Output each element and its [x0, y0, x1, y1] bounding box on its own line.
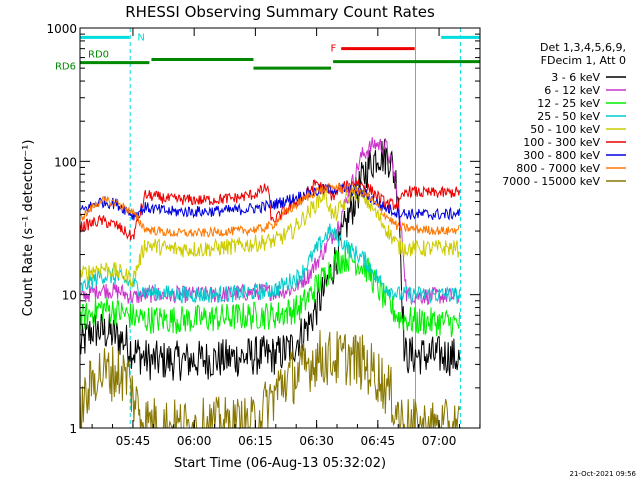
series-group: [79, 137, 461, 430]
legend-label-8: 7000 - 15000 keV: [502, 175, 600, 188]
x-tick-label-5: 07:00: [422, 434, 457, 448]
x-tick-label-4: 06:45: [361, 434, 396, 448]
legend: Det 1,3,4,5,6,9,FDecim 1, Att 0 3 - 6 keV…: [502, 41, 626, 188]
x-tick-label-1: 06:00: [177, 434, 212, 448]
series-line-4: [79, 184, 461, 287]
legend-label-5: 100 - 300 keV: [523, 136, 600, 149]
x-tick-label-3: 06:30: [299, 434, 334, 448]
x-tick-label-2: 06:15: [238, 434, 273, 448]
series-line-8: [79, 330, 461, 430]
annotation-label-3: RD6: [55, 62, 76, 73]
series-line-7: [79, 182, 461, 238]
series-line-5: [79, 179, 461, 241]
annotation-label-2: RD0: [88, 50, 109, 61]
series-line-6: [79, 182, 461, 221]
legend-label-0: 3 - 6 keV: [551, 71, 600, 84]
plot-frame: [79, 27, 481, 429]
y-axis-ticks: 1 10 100 1000: [46, 22, 480, 436]
series-line-3: [79, 223, 461, 305]
y-tick-label-2: 100: [54, 155, 77, 169]
legend-label-7: 800 - 7000 keV: [516, 162, 600, 175]
x-axis-ticks: 05:45 06:00 06:15 06:30 06:45 07:00: [91, 28, 481, 448]
series-line-2: [79, 244, 461, 338]
y-tick-label-0: 1: [69, 422, 77, 436]
legend-label-2: 12 - 25 keV: [537, 97, 600, 110]
legend-label-1: 6 - 12 keV: [544, 84, 600, 97]
y-tick-label-1: 10: [62, 289, 77, 303]
y-axis-label: Count Rate (s⁻¹ detector⁻¹): [21, 140, 36, 317]
legend-label-3: 25 - 50 keV: [537, 110, 600, 123]
chart-title: RHESSI Observing Summary Count Rates: [125, 3, 435, 21]
annotation-label-1: F: [330, 44, 336, 55]
annotation-bars: N F RD0 RD6: [55, 32, 480, 73]
legend-label-4: 50 - 100 keV: [530, 123, 600, 136]
y-tick-label-3: 1000: [46, 22, 77, 36]
legend-header-1: FDecim 1, Att 0: [541, 54, 626, 67]
annotation-label-0: N: [137, 32, 144, 43]
x-tick-label-0: 05:45: [116, 434, 151, 448]
legend-header-0: Det 1,3,4,5,6,9,: [540, 41, 626, 54]
x-axis-label: Start Time (06-Aug-13 05:32:02): [174, 456, 386, 471]
legend-label-6: 300 - 800 keV: [523, 149, 600, 162]
timestamp: 21-Oct-2021 09:56: [570, 470, 637, 478]
